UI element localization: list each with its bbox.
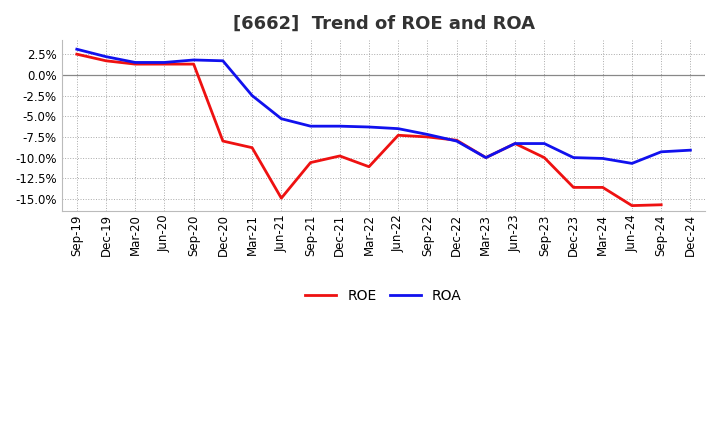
- ROE: [628, 203, 636, 208]
- ROE: [277, 195, 286, 201]
- ROA: [452, 139, 461, 144]
- ROE: [219, 139, 228, 144]
- ROE: [657, 202, 665, 207]
- ROA: [482, 155, 490, 160]
- Line: ROE: ROE: [77, 54, 661, 205]
- ROA: [277, 116, 286, 121]
- ROE: [423, 134, 432, 139]
- ROE: [540, 155, 549, 160]
- Legend: ROE, ROA: ROE, ROA: [300, 283, 467, 308]
- ROE: [364, 164, 373, 169]
- ROA: [423, 132, 432, 137]
- ROE: [452, 138, 461, 143]
- ROE: [248, 145, 256, 150]
- ROA: [336, 124, 344, 129]
- ROA: [657, 149, 665, 154]
- ROE: [482, 155, 490, 160]
- ROA: [570, 155, 578, 160]
- ROA: [306, 124, 315, 129]
- ROA: [102, 54, 110, 59]
- ROE: [306, 160, 315, 165]
- ROA: [219, 58, 228, 63]
- ROE: [73, 51, 81, 57]
- ROE: [189, 62, 198, 67]
- ROA: [598, 156, 607, 161]
- ROE: [336, 153, 344, 158]
- ROE: [394, 132, 402, 138]
- ROA: [364, 125, 373, 130]
- ROA: [73, 47, 81, 52]
- ROA: [131, 60, 140, 65]
- ROA: [248, 93, 256, 98]
- ROE: [102, 58, 110, 63]
- ROE: [160, 62, 168, 67]
- ROE: [598, 185, 607, 190]
- ROE: [570, 185, 578, 190]
- ROA: [686, 147, 695, 153]
- Title: [6662]  Trend of ROE and ROA: [6662] Trend of ROE and ROA: [233, 15, 534, 33]
- ROA: [628, 161, 636, 166]
- Line: ROA: ROA: [77, 49, 690, 163]
- ROE: [131, 62, 140, 67]
- ROE: [510, 141, 519, 146]
- ROA: [160, 60, 168, 65]
- ROA: [394, 126, 402, 131]
- ROA: [540, 141, 549, 146]
- ROA: [510, 141, 519, 146]
- ROA: [189, 57, 198, 62]
